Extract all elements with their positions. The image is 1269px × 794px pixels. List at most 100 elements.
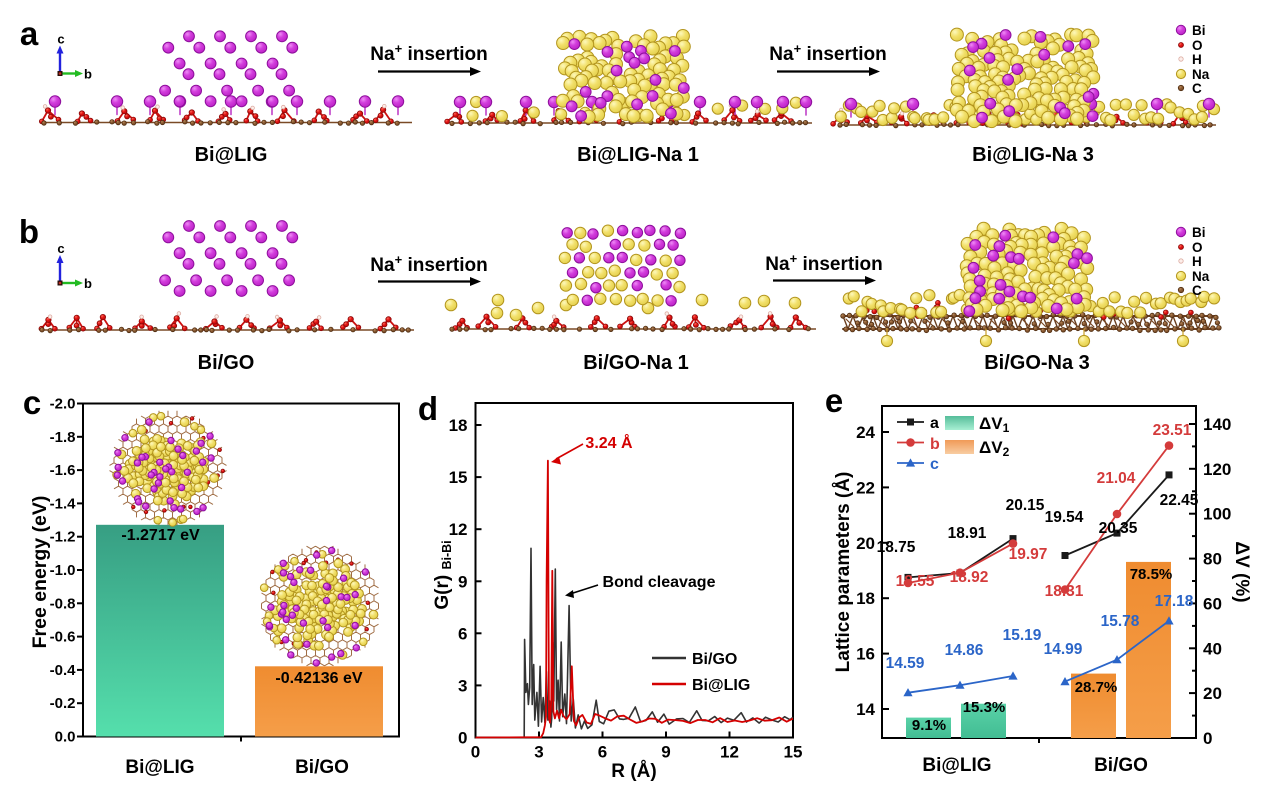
svg-text:80: 80 <box>1203 550 1222 569</box>
svg-text:Na: Na <box>1192 67 1210 82</box>
svg-text:Bi: Bi <box>1192 225 1206 240</box>
svg-text:12: 12 <box>449 520 468 539</box>
svg-text:3: 3 <box>458 676 467 695</box>
svg-text:20: 20 <box>856 534 875 553</box>
svg-text:C: C <box>1192 81 1202 96</box>
svg-text:H: H <box>1192 254 1202 269</box>
svg-text:18.55: 18.55 <box>896 573 935 590</box>
svg-text:18.91: 18.91 <box>948 525 987 542</box>
svg-text:ΔV1: ΔV1 <box>979 414 1010 435</box>
svg-text:Bi@LIG: Bi@LIG <box>125 757 194 778</box>
svg-text:14.59: 14.59 <box>886 655 925 672</box>
svg-text:15.19: 15.19 <box>1003 627 1042 644</box>
svg-text:Bi@LIG: Bi@LIG <box>922 755 991 776</box>
svg-text:9: 9 <box>458 572 467 591</box>
svg-text:Na+ insertion: Na+ insertion <box>370 252 487 276</box>
svg-text:6: 6 <box>458 624 467 643</box>
svg-text:16: 16 <box>856 645 875 664</box>
svg-text:-0.8: -0.8 <box>50 595 76 612</box>
svg-text:Free energy (eV): Free energy (eV) <box>29 496 51 649</box>
svg-text:Bi@LIG: Bi@LIG <box>692 677 750 694</box>
svg-text:120: 120 <box>1203 460 1231 479</box>
svg-text:14.99: 14.99 <box>1044 641 1083 658</box>
svg-text:a: a <box>20 15 39 52</box>
svg-text:c: c <box>57 32 64 47</box>
svg-text:0: 0 <box>1203 729 1212 748</box>
svg-text:23.51: 23.51 <box>1153 422 1192 439</box>
svg-text:d: d <box>418 390 438 427</box>
svg-text:40: 40 <box>1203 639 1222 658</box>
svg-text:20: 20 <box>1203 684 1222 703</box>
svg-text:Bi@LIG-Na 1: Bi@LIG-Na 1 <box>577 144 699 166</box>
svg-text:Bi/GO: Bi/GO <box>1094 755 1148 776</box>
svg-text:a: a <box>930 415 939 432</box>
svg-text:21.04: 21.04 <box>1097 470 1136 487</box>
svg-text:18.75: 18.75 <box>877 539 916 556</box>
svg-text:3.24 Å: 3.24 Å <box>585 433 633 452</box>
svg-text:17.18: 17.18 <box>1155 593 1194 610</box>
svg-text:-0.4: -0.4 <box>50 662 77 679</box>
svg-text:b: b <box>19 213 39 250</box>
svg-text:14.86: 14.86 <box>945 642 984 659</box>
svg-text:b: b <box>84 276 92 291</box>
svg-text:24: 24 <box>856 423 875 442</box>
svg-text:Bi/GO-Na 3: Bi/GO-Na 3 <box>984 352 1090 374</box>
svg-text:c: c <box>23 384 41 421</box>
svg-text:28.7%: 28.7% <box>1075 679 1118 696</box>
svg-text:c: c <box>57 241 64 256</box>
svg-text:9: 9 <box>661 743 670 762</box>
svg-text:-1.8: -1.8 <box>50 429 76 446</box>
svg-text:-1.6: -1.6 <box>50 462 76 479</box>
svg-text:ΔV2: ΔV2 <box>979 438 1010 459</box>
svg-text:Na+ insertion: Na+ insertion <box>370 41 487 65</box>
svg-text:18.92: 18.92 <box>950 569 989 586</box>
svg-text:18: 18 <box>449 416 468 435</box>
svg-text:20.15: 20.15 <box>1006 497 1045 514</box>
svg-text:Bi/GO: Bi/GO <box>198 352 255 374</box>
svg-text:c: c <box>930 456 939 473</box>
svg-text:O: O <box>1192 240 1203 255</box>
svg-text:12: 12 <box>720 743 739 762</box>
svg-text:15.3%: 15.3% <box>963 699 1006 716</box>
svg-text:Bi/GO-Na 1: Bi/GO-Na 1 <box>583 352 689 374</box>
svg-text:100: 100 <box>1203 505 1231 524</box>
svg-text:e: e <box>825 382 843 419</box>
svg-text:15.78: 15.78 <box>1101 613 1140 630</box>
svg-text:9.1%: 9.1% <box>912 717 946 734</box>
svg-text:Na+ insertion: Na+ insertion <box>769 41 886 65</box>
svg-text:18.31: 18.31 <box>1045 583 1084 600</box>
svg-text:Bond cleavage: Bond cleavage <box>603 574 716 591</box>
svg-text:15: 15 <box>784 743 803 762</box>
svg-text:6: 6 <box>598 743 607 762</box>
svg-text:-1.2717 eV: -1.2717 eV <box>121 527 200 544</box>
svg-text:22.45: 22.45 <box>1160 492 1199 509</box>
svg-text:0: 0 <box>458 729 467 748</box>
svg-text:b: b <box>930 436 940 453</box>
svg-text:22: 22 <box>856 478 875 497</box>
svg-text:-0.6: -0.6 <box>50 629 76 646</box>
svg-text:Bi/GO: Bi/GO <box>295 757 349 778</box>
svg-text:15: 15 <box>449 468 468 487</box>
svg-text:18: 18 <box>856 589 875 608</box>
svg-text:-0.2: -0.2 <box>50 695 76 712</box>
svg-text:Bi/GO: Bi/GO <box>692 651 737 668</box>
svg-text:Na: Na <box>1192 269 1210 284</box>
svg-text:-1.4: -1.4 <box>50 495 77 512</box>
svg-text:-0.42136 eV: -0.42136 eV <box>275 670 363 687</box>
svg-text:78.5%: 78.5% <box>1130 566 1173 583</box>
svg-text:-1.0: -1.0 <box>50 562 76 579</box>
svg-text:C: C <box>1192 283 1202 298</box>
svg-text:R (Å): R (Å) <box>611 761 656 782</box>
svg-text:14: 14 <box>856 700 875 719</box>
svg-text:-1.2: -1.2 <box>50 529 76 546</box>
svg-text:0.0: 0.0 <box>55 729 76 746</box>
svg-text:60: 60 <box>1203 594 1222 613</box>
svg-text:-2.0: -2.0 <box>50 396 76 413</box>
svg-text:b: b <box>84 67 92 82</box>
svg-text:3: 3 <box>534 743 543 762</box>
svg-text:140: 140 <box>1203 415 1231 434</box>
svg-text:Lattice parameters (Å): Lattice parameters (Å) <box>833 472 854 673</box>
svg-text:O: O <box>1192 38 1203 53</box>
svg-text:19.97: 19.97 <box>1009 546 1048 563</box>
svg-text:Bi@LIG-Na 3: Bi@LIG-Na 3 <box>972 144 1094 166</box>
